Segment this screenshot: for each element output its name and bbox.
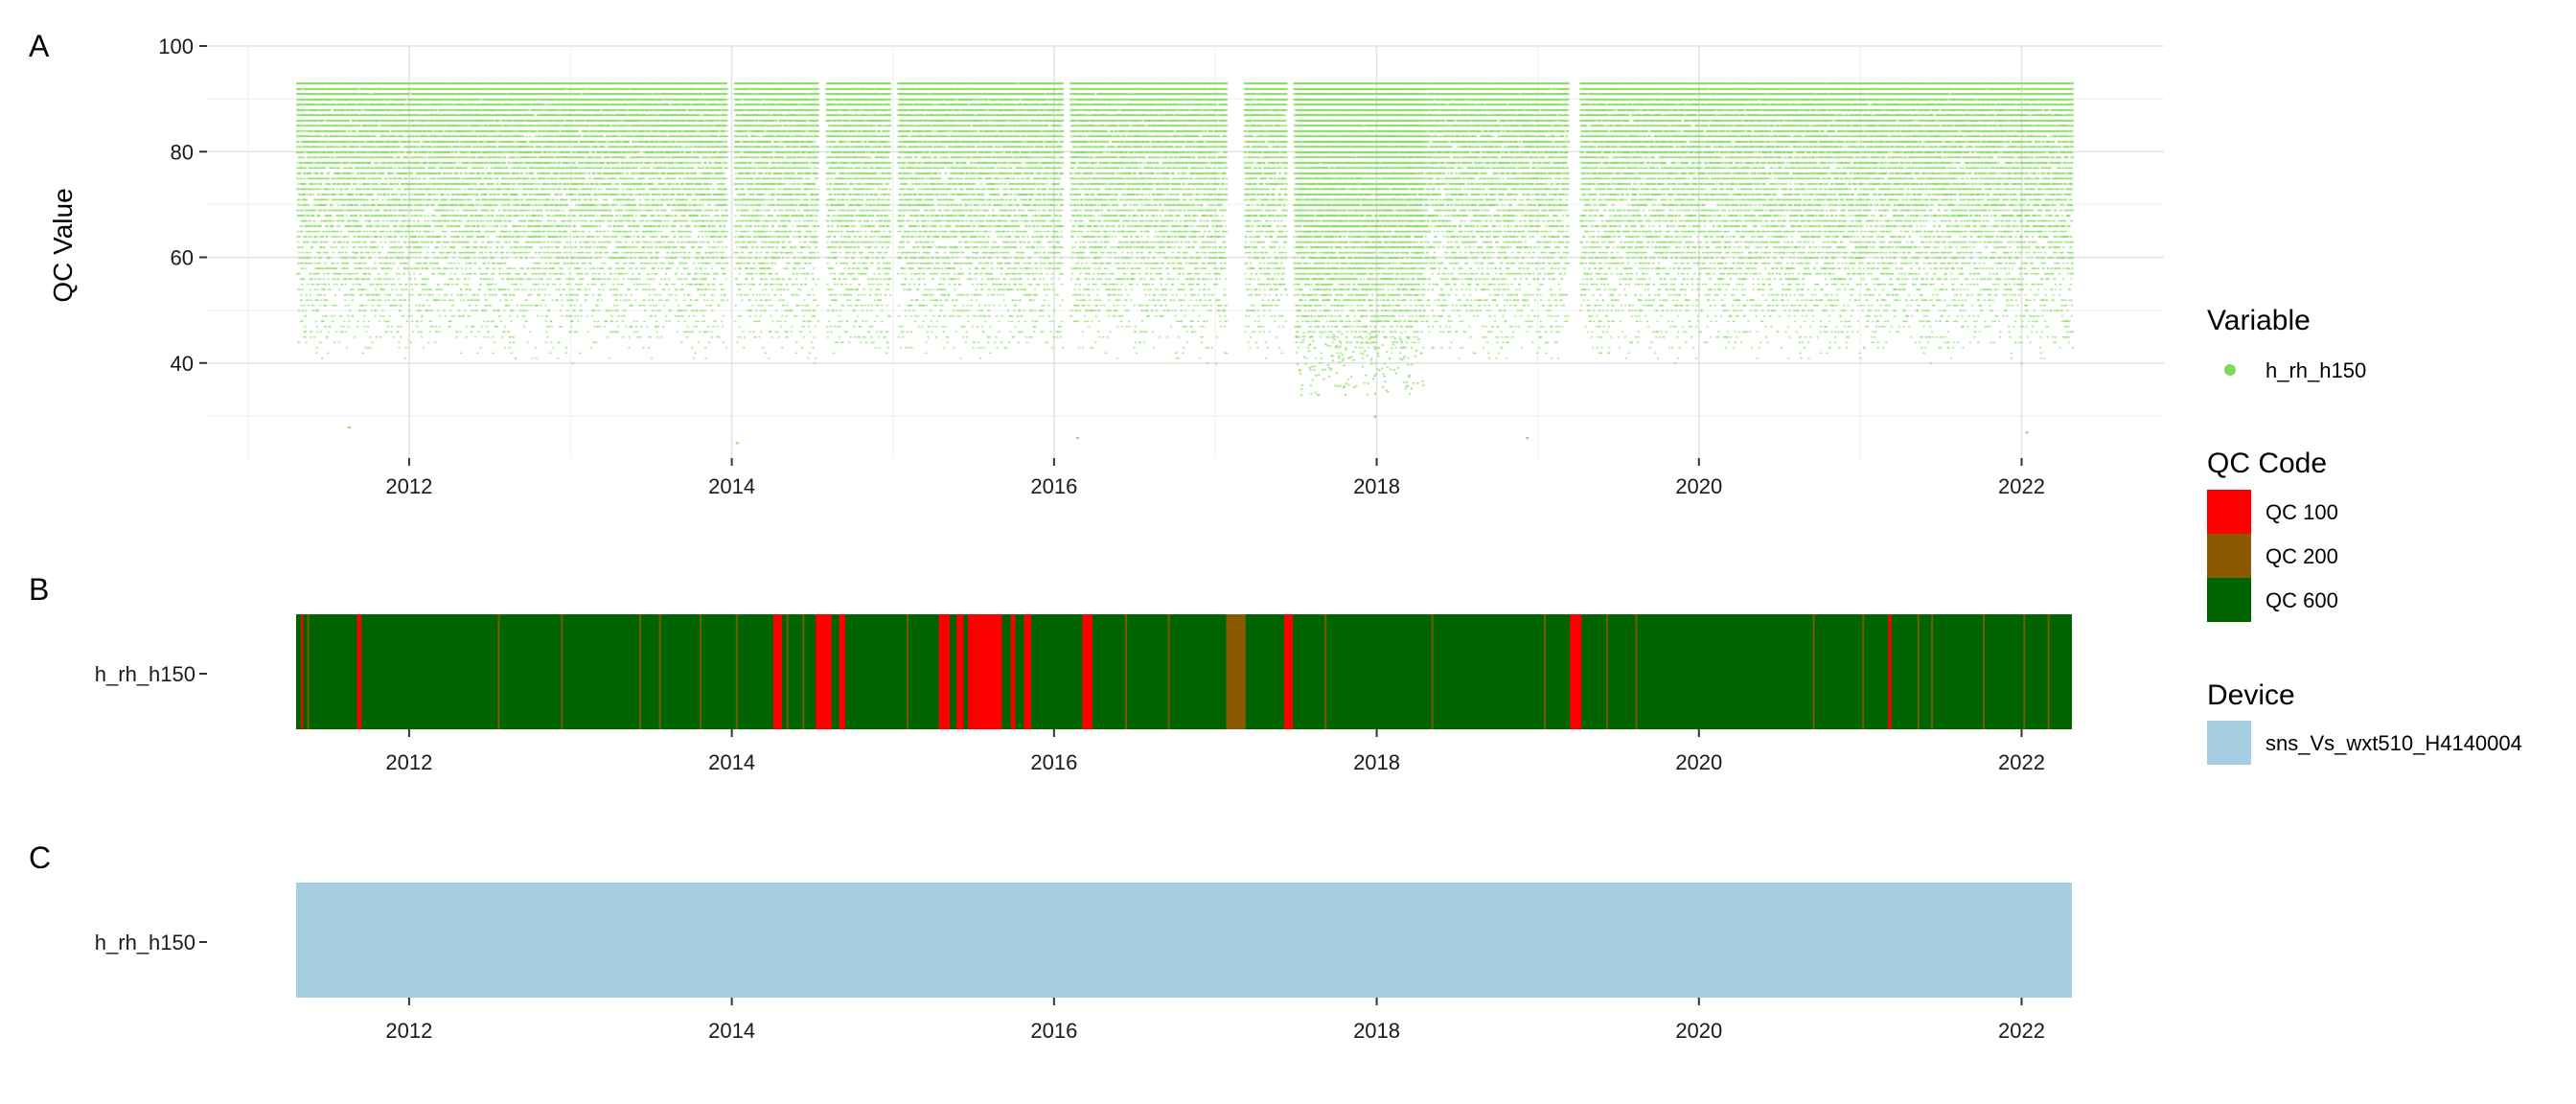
qc-200-thin-tile	[907, 614, 909, 729]
qc-segment-tile	[956, 614, 964, 729]
legend-qc200-label: QC 200	[2266, 544, 2338, 568]
qc-200-thin-tile	[802, 614, 805, 729]
qc-segment-tile	[816, 614, 832, 729]
panel-b-letter: B	[29, 572, 49, 607]
qc-200-thin-tile	[638, 614, 641, 729]
panel-b-axes: 2012 2014 2016 2018 2020 2022	[199, 673, 2045, 774]
panel-a-points	[296, 46, 2076, 458]
y-tick-label: 100	[158, 34, 194, 58]
panel-c-x-tick-label: 2018	[1353, 1019, 1400, 1043]
qc-segment-tile	[968, 614, 1002, 729]
qc-200-thin-tile	[699, 614, 702, 729]
panel-b-tiles	[296, 614, 2072, 729]
panel-b-x-tick-label: 2022	[1998, 750, 2045, 774]
panel-c-x-tick-label: 2012	[385, 1019, 432, 1043]
qc-200-thin-tile	[1431, 614, 1434, 729]
legend-qc100-label: QC 100	[2266, 500, 2338, 524]
legend-device-swatch	[2207, 721, 2251, 765]
qc-segment-tile	[1082, 614, 1092, 729]
panel-a-x-axis: 2012 2014 2016 2018 2020 2022	[385, 458, 2045, 498]
qc-200-thin-tile	[1917, 614, 1920, 729]
panel-a-x-tick-label: 2014	[708, 474, 755, 498]
legend-qc-title: QC Code	[2207, 448, 2327, 479]
qc-segment-tile	[301, 614, 304, 729]
legend-qc100-swatch	[2207, 490, 2251, 534]
panel-c-x-tick-label: 2014	[708, 1019, 755, 1043]
panel-a-y-axis: 40 60 80 100	[158, 34, 207, 376]
panel-c-x-tick-label: 2020	[1675, 1019, 1722, 1043]
panel-c-letter: C	[29, 840, 51, 875]
qc-segment-tile	[1024, 614, 1031, 729]
panel-c-axes: 2012 2014 2016 2018 2020 2022	[199, 941, 2045, 1043]
panel-a-letter: A	[29, 29, 50, 63]
qc-200-thin-tile	[1635, 614, 1638, 729]
qc-200-thin-tile	[1862, 614, 1865, 729]
qc-200-thin-tile	[658, 614, 661, 729]
legend-variable-label: h_rh_h150	[2266, 358, 2366, 382]
qc-200-thin-tile	[786, 614, 789, 729]
qc-200-thin-tile	[2047, 614, 2050, 729]
qc-segment-tile	[1888, 614, 1892, 729]
qc-200-thin-tile	[561, 614, 564, 729]
legend: Variable h_rh_h150 QC Code QC 100 QC 200…	[2207, 305, 2522, 765]
qc-200-thin-tile	[1812, 614, 1815, 729]
panel-b-x-tick-label: 2012	[385, 750, 432, 774]
panel-c-x-tick-label: 2016	[1030, 1019, 1077, 1043]
h-rh-h150-points	[296, 46, 2076, 458]
panel-b-qc-heatmap: 2012 2014 2016 2018 2020 2022 h_rh_h150	[95, 614, 2072, 774]
panel-c-row-label: h_rh_h150	[95, 931, 196, 954]
legend-qc600-swatch	[2207, 578, 2251, 622]
qc-segment-tile	[1570, 614, 1582, 729]
y-axis-title: QC Value	[48, 188, 78, 302]
qc-600-base-tile	[296, 614, 2072, 729]
legend-qc200-swatch	[2207, 534, 2251, 578]
y-tick-label: 40	[171, 352, 194, 376]
qc-segment-tile	[772, 614, 783, 729]
panel-a-x-tick-label: 2012	[385, 474, 432, 498]
panel-c-tiles	[296, 883, 2072, 998]
qc-200-thin-tile	[1167, 614, 1170, 729]
legend-device-label: sns_Vs_wxt510_H4140004	[2266, 731, 2522, 755]
qc-segment-tile	[839, 614, 845, 729]
qc-200-thin-tile	[1544, 614, 1547, 729]
panel-a-x-tick-label: 2018	[1353, 474, 1400, 498]
y-tick-label: 80	[171, 140, 194, 164]
panel-a-x-tick-label: 2016	[1030, 474, 1077, 498]
panel-b-x-tick-label: 2020	[1675, 750, 1722, 774]
panel-b-row-label: h_rh_h150	[95, 662, 196, 686]
legend-qc600-label: QC 600	[2266, 588, 2338, 612]
legend-variable-title: Variable	[2207, 305, 2311, 336]
qc-200-thin-tile	[1125, 614, 1128, 729]
qc-200-thin-tile	[2023, 614, 2026, 729]
panel-b-x-tick-label: 2018	[1353, 750, 1400, 774]
panel-a-x-tick-label: 2022	[1998, 474, 2045, 498]
qc-segment-tile	[938, 614, 951, 729]
panel-a-x-tick-label: 2020	[1675, 474, 1722, 498]
qc-200-thin-tile	[1606, 614, 1609, 729]
panel-c-device-heatmap: 2012 2014 2016 2018 2020 2022 h_rh_h150	[95, 883, 2072, 1043]
qc-segment-tile	[356, 614, 362, 729]
qc-segment-tile	[1226, 614, 1246, 729]
qc-segment-tile	[1283, 614, 1294, 729]
y-tick-label: 60	[171, 246, 194, 270]
panel-b-x-tick-label: 2014	[708, 750, 755, 774]
qc-200-thin-tile	[1931, 614, 1934, 729]
panel-a-scatter: 40 60 80 100 2012 2014 2016 2018 2020 2022 QC Va…	[48, 34, 2164, 498]
device-segment-tile	[296, 883, 2072, 998]
panel-c-x-tick-label: 2022	[1998, 1019, 2045, 1043]
qc-200-thin-tile	[735, 614, 738, 729]
qc-200-thin-tile	[307, 614, 310, 729]
qc-200-thin-tile	[497, 614, 500, 729]
legend-variable-swatch	[2224, 364, 2236, 376]
qc-segment-tile	[1010, 614, 1016, 729]
legend-device-title: Device	[2207, 679, 2295, 711]
qc-200-thin-tile	[1324, 614, 1327, 729]
panel-b-x-tick-label: 2016	[1030, 750, 1077, 774]
qc-200-thin-tile	[1982, 614, 1985, 729]
